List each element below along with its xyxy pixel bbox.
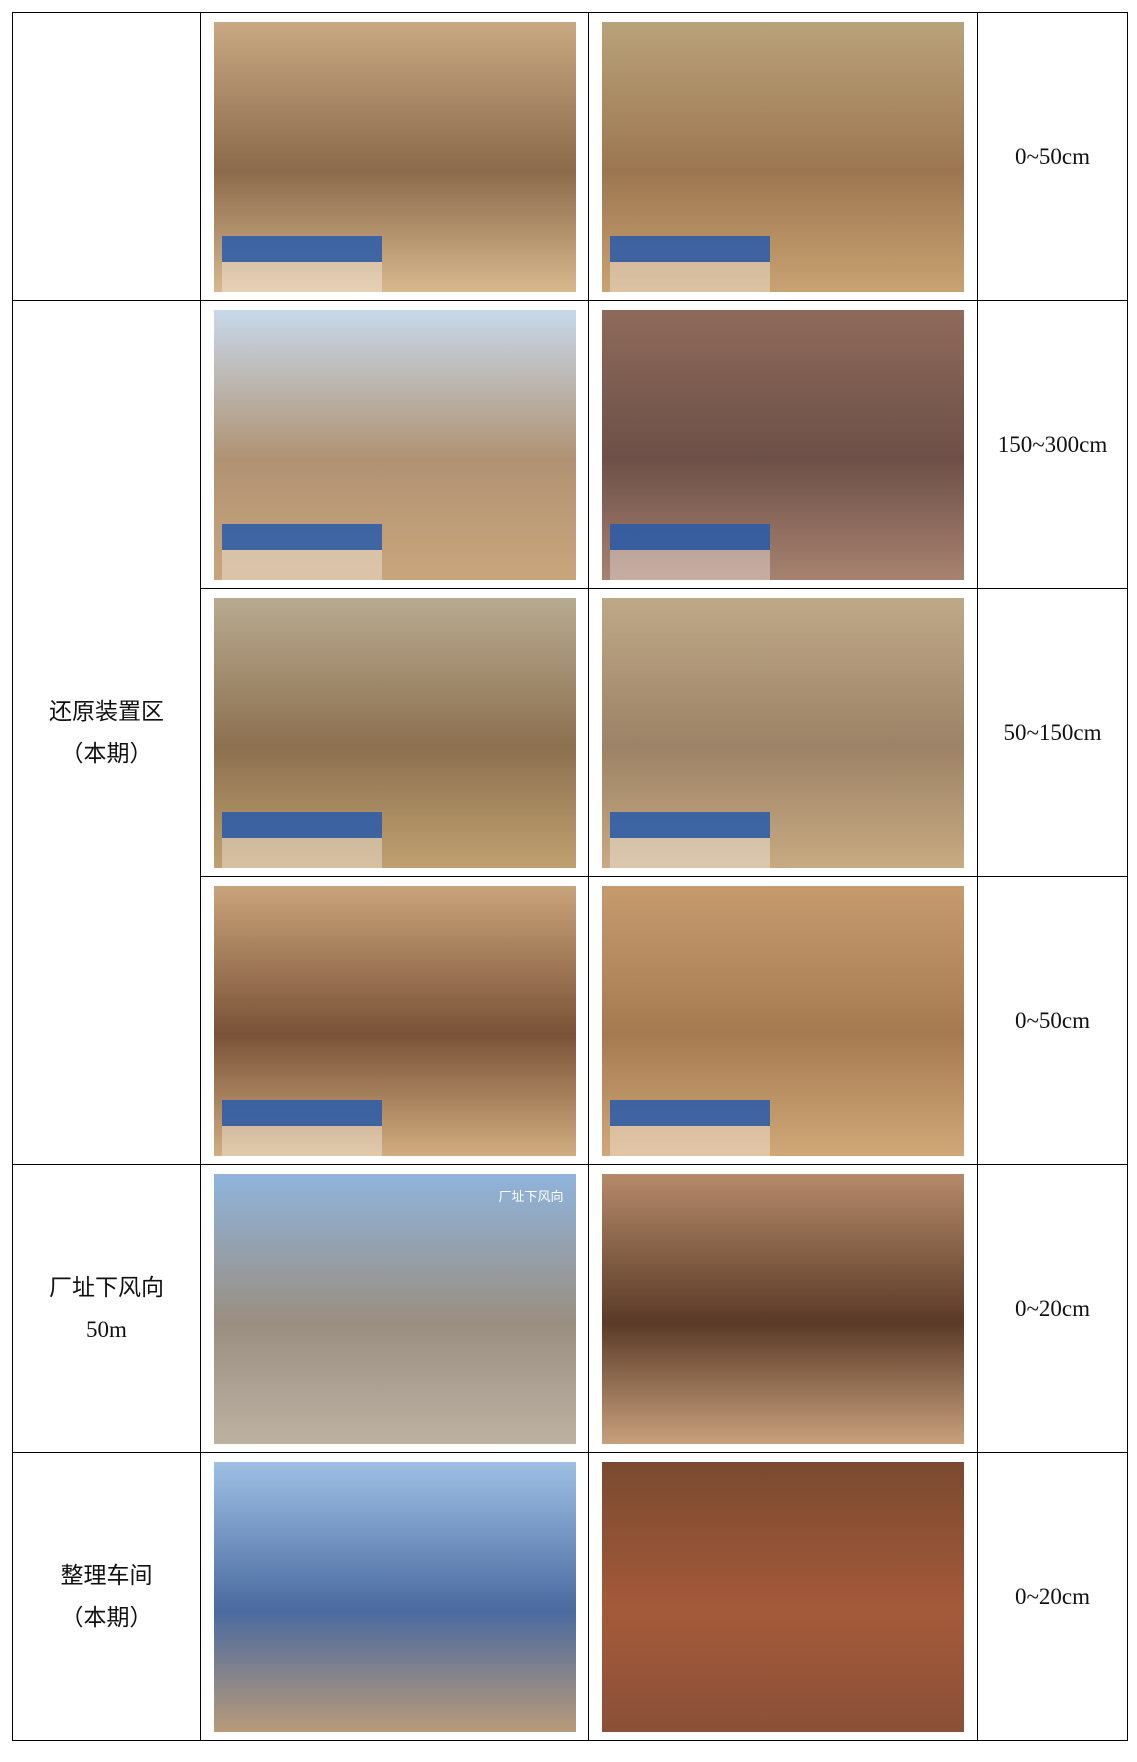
watermark-tag bbox=[610, 811, 770, 838]
watermark-tag bbox=[610, 1099, 770, 1126]
depth-cell: 0~20cm bbox=[977, 1452, 1128, 1741]
table-row: 厂址下风向 50m 厂址下风向 0~20cm bbox=[12, 1164, 1128, 1453]
photo-cell bbox=[200, 588, 589, 877]
photo bbox=[602, 21, 964, 292]
area-line: 整理车间 bbox=[60, 1562, 153, 1588]
photo-cell bbox=[588, 12, 978, 301]
photo-cell bbox=[588, 1452, 978, 1741]
area-cell: 厂址下风向 50m bbox=[12, 1164, 201, 1453]
watermark-body bbox=[610, 1125, 770, 1156]
photo bbox=[213, 597, 576, 868]
photo bbox=[602, 885, 964, 1156]
sample-table: 0~50cm 还原装置区 （本期） 150~300cm 50~150cm 0~50cm 厂址… bbox=[12, 12, 1128, 1741]
photo bbox=[213, 1461, 576, 1732]
depth-cell: 0~50cm bbox=[977, 876, 1128, 1165]
photo bbox=[213, 309, 576, 580]
photo bbox=[602, 309, 964, 580]
photo bbox=[213, 21, 576, 292]
watermark-body bbox=[221, 837, 382, 868]
table-row: 整理车间 （本期） 0~20cm bbox=[12, 1452, 1128, 1741]
photo bbox=[602, 1173, 964, 1444]
area-line: 50m bbox=[86, 1316, 127, 1342]
area-cell: 还原装置区 （本期） bbox=[12, 300, 201, 1165]
watermark-tag bbox=[221, 235, 382, 262]
depth-cell: 0~50cm bbox=[977, 12, 1128, 301]
area-line: （本期） bbox=[60, 740, 153, 766]
watermark-body bbox=[221, 549, 382, 580]
depth-cell: 150~300cm bbox=[977, 300, 1128, 589]
table-row: 0~50cm bbox=[13, 876, 1128, 1165]
photo bbox=[602, 597, 964, 868]
table-row: 还原装置区 （本期） 150~300cm bbox=[12, 300, 1128, 1165]
photo-cell bbox=[200, 12, 589, 301]
photo-cell bbox=[588, 300, 978, 589]
photo-cell bbox=[200, 1452, 589, 1741]
watermark-tag bbox=[221, 1099, 382, 1126]
area-line: 厂址下风向 bbox=[49, 1274, 164, 1300]
area-line: （本期） bbox=[60, 1604, 153, 1630]
depth-cell: 50~150cm bbox=[977, 588, 1128, 877]
photo-cell bbox=[588, 588, 978, 877]
watermark-tag bbox=[221, 523, 382, 550]
watermark-body bbox=[221, 1125, 382, 1156]
photo-caption: 厂址下风向 bbox=[498, 1189, 564, 1205]
photo-cell bbox=[200, 876, 589, 1165]
watermark-tag bbox=[610, 235, 770, 262]
watermark-tag bbox=[610, 523, 770, 550]
photo bbox=[602, 1461, 964, 1732]
photo: 厂址下风向 bbox=[213, 1173, 576, 1444]
depth-cell: 0~20cm bbox=[977, 1164, 1128, 1453]
table-body: 0~50cm 还原装置区 （本期） 150~300cm 50~150cm 0~50cm 厂址… bbox=[12, 12, 1128, 1741]
photo-cell bbox=[588, 1164, 978, 1453]
watermark-tag bbox=[221, 811, 382, 838]
photo bbox=[213, 885, 576, 1156]
watermark-body bbox=[221, 261, 382, 292]
photo-cell: 厂址下风向 bbox=[200, 1164, 589, 1453]
photo-cell bbox=[588, 876, 978, 1165]
area-cell bbox=[12, 12, 201, 301]
watermark-body bbox=[610, 837, 770, 868]
area-line: 还原装置区 bbox=[49, 698, 164, 724]
table-row: 50~150cm bbox=[13, 588, 1128, 877]
watermark-body bbox=[610, 549, 770, 580]
photo-cell bbox=[200, 300, 589, 589]
area-cell: 整理车间 （本期） bbox=[12, 1452, 201, 1741]
table-row: 0~50cm bbox=[12, 12, 1128, 301]
watermark-body bbox=[610, 261, 770, 292]
